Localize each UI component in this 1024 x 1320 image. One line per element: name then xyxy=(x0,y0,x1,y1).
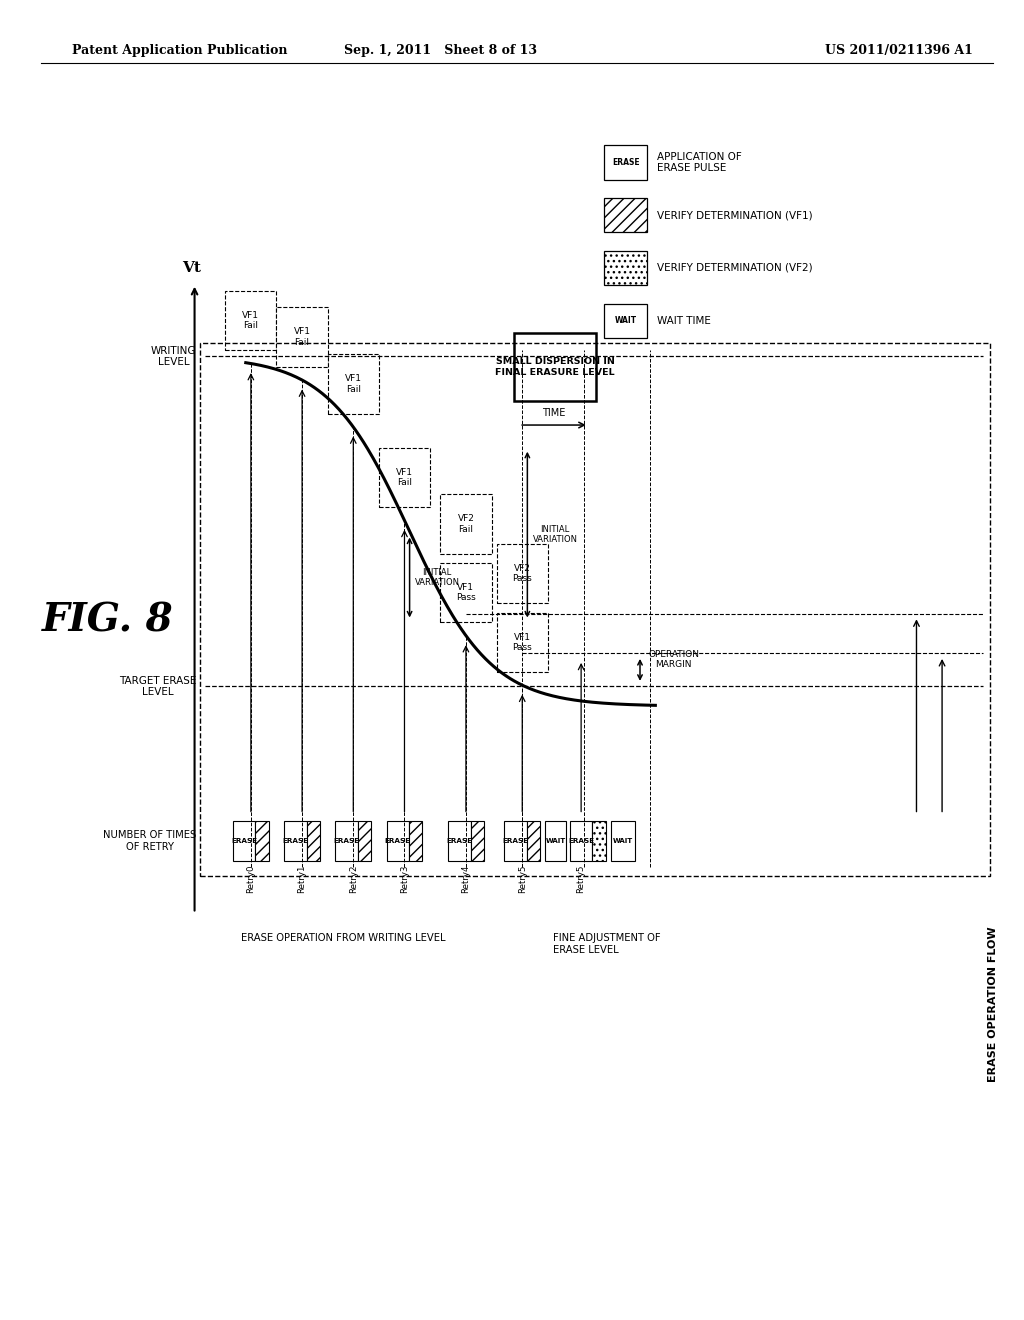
Text: ERASE: ERASE xyxy=(283,838,308,843)
Bar xyxy=(604,198,647,232)
Text: ERASE: ERASE xyxy=(446,838,472,843)
Text: VF1
Fail: VF1 Fail xyxy=(294,327,310,347)
Bar xyxy=(592,821,606,861)
Bar xyxy=(410,821,423,861)
Bar xyxy=(545,821,565,861)
Bar xyxy=(526,821,541,861)
Text: Patent Application Publication: Patent Application Publication xyxy=(72,44,287,57)
Text: APPLICATION OF
ERASE PULSE: APPLICATION OF ERASE PULSE xyxy=(657,152,742,173)
Bar xyxy=(328,354,379,413)
Text: VF1
Pass: VF1 Pass xyxy=(456,583,476,602)
Bar xyxy=(604,145,647,180)
Text: VF1
Fail: VF1 Fail xyxy=(345,375,361,393)
Text: WAIT: WAIT xyxy=(613,838,633,843)
Text: ERASE: ERASE xyxy=(385,838,411,843)
Bar xyxy=(449,821,471,861)
Bar xyxy=(233,821,256,861)
Text: TIME: TIME xyxy=(543,408,565,418)
Text: Retry5: Retry5 xyxy=(577,865,586,894)
Bar xyxy=(569,821,592,861)
Text: VERIFY DETERMINATION (VF1): VERIFY DETERMINATION (VF1) xyxy=(657,210,813,220)
Bar xyxy=(440,564,492,623)
Bar xyxy=(379,447,430,507)
Bar xyxy=(358,821,371,861)
Text: VERIFY DETERMINATION (VF2): VERIFY DETERMINATION (VF2) xyxy=(657,263,813,273)
Text: WAIT: WAIT xyxy=(546,838,565,843)
Text: WRITING
LEVEL: WRITING LEVEL xyxy=(152,346,197,367)
Bar xyxy=(284,821,307,861)
Text: VF1
Fail: VF1 Fail xyxy=(396,467,413,487)
Text: ERASE OPERATION FLOW: ERASE OPERATION FLOW xyxy=(988,927,998,1082)
Text: Vt: Vt xyxy=(182,260,201,275)
Text: Sep. 1, 2011   Sheet 8 of 13: Sep. 1, 2011 Sheet 8 of 13 xyxy=(344,44,537,57)
Text: INITIAL
VARIATION: INITIAL VARIATION xyxy=(532,525,578,544)
Text: ERASE: ERASE xyxy=(503,838,528,843)
Text: ERASE: ERASE xyxy=(612,158,639,166)
Bar xyxy=(497,612,548,672)
Text: OPERATION
MARGIN: OPERATION MARGIN xyxy=(648,649,699,669)
Text: ERASE: ERASE xyxy=(568,838,594,843)
Bar xyxy=(335,821,358,861)
Text: ERASE: ERASE xyxy=(231,838,257,843)
Text: INITIAL
VARIATION: INITIAL VARIATION xyxy=(415,568,460,587)
Bar xyxy=(610,821,635,861)
Text: VF1
Fail: VF1 Fail xyxy=(243,312,259,330)
Bar xyxy=(307,821,319,861)
Text: FIG. 8: FIG. 8 xyxy=(42,602,173,639)
Bar xyxy=(497,544,548,603)
Bar xyxy=(256,821,268,861)
Text: WAIT TIME: WAIT TIME xyxy=(657,315,712,326)
Text: VF1
Pass: VF1 Pass xyxy=(512,632,532,652)
Bar xyxy=(440,495,492,554)
Text: Retry1: Retry1 xyxy=(298,865,306,894)
Text: Retry5: Retry5 xyxy=(518,865,526,894)
Text: FINE ADJUSTMENT OF
ERASE LEVEL: FINE ADJUSTMENT OF ERASE LEVEL xyxy=(553,933,660,954)
Bar xyxy=(276,308,328,367)
Bar xyxy=(504,821,526,861)
Text: SMALL DISPERSION IN
FINAL ERASURE LEVEL: SMALL DISPERSION IN FINAL ERASURE LEVEL xyxy=(496,358,614,376)
Bar xyxy=(514,333,596,401)
Text: WAIT: WAIT xyxy=(614,317,637,325)
Text: VF2
Fail: VF2 Fail xyxy=(458,515,474,533)
Bar xyxy=(604,251,647,285)
Bar xyxy=(200,343,990,876)
Bar xyxy=(387,821,410,861)
Text: TARGET ERASE
LEVEL: TARGET ERASE LEVEL xyxy=(119,676,197,697)
Text: Retry0: Retry0 xyxy=(247,865,255,894)
Bar xyxy=(225,290,276,350)
Text: NUMBER OF TIMES
OF RETRY: NUMBER OF TIMES OF RETRY xyxy=(103,830,197,851)
Text: VF2
Pass: VF2 Pass xyxy=(512,564,532,583)
Text: US 2011/0211396 A1: US 2011/0211396 A1 xyxy=(825,44,973,57)
Text: Retry2: Retry2 xyxy=(349,865,357,894)
Text: ERASE: ERASE xyxy=(334,838,359,843)
Text: Retry4: Retry4 xyxy=(462,865,470,894)
Text: Retry3: Retry3 xyxy=(400,865,409,894)
Text: ERASE OPERATION FROM WRITING LEVEL: ERASE OPERATION FROM WRITING LEVEL xyxy=(241,933,445,944)
Bar xyxy=(604,304,647,338)
Bar xyxy=(471,821,484,861)
